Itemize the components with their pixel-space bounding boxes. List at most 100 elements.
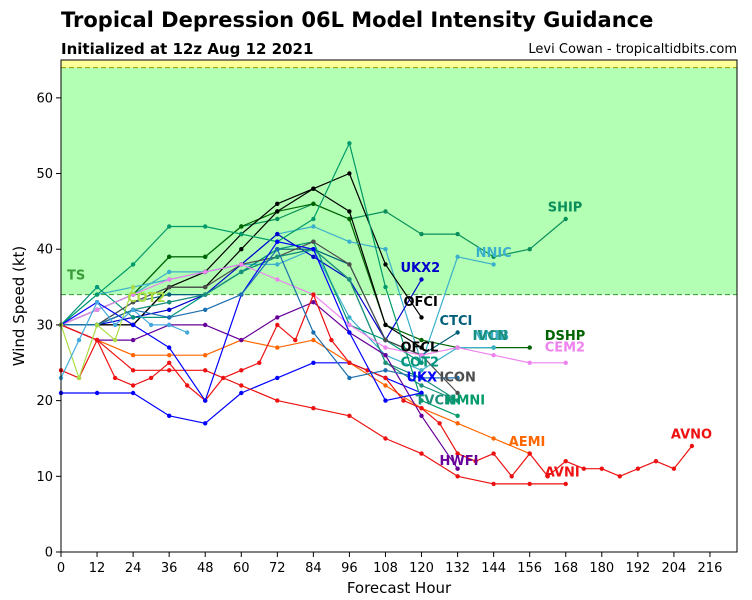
- data-point: [130, 262, 136, 267]
- data-point: [167, 345, 172, 350]
- label-ukx2: UKX2: [401, 261, 441, 276]
- data-point: [383, 209, 388, 214]
- data-point: [275, 315, 280, 320]
- data-point: [419, 277, 424, 282]
- data-point: [94, 300, 100, 305]
- data-point: [383, 322, 388, 328]
- data-point: [437, 421, 442, 426]
- data-point: [94, 307, 100, 312]
- series-line: [60, 324, 566, 485]
- label-cot2: COT2: [401, 356, 440, 371]
- data-point: [239, 269, 244, 275]
- data-point: [491, 345, 496, 350]
- data-point: [275, 254, 280, 259]
- data-point: [419, 315, 424, 320]
- data-point: [203, 284, 208, 290]
- chart-subtitle: Initialized at 12z Aug 12 2021: [61, 40, 314, 58]
- data-point: [311, 239, 316, 244]
- data-point: [94, 337, 100, 343]
- series-line: [60, 301, 188, 379]
- data-point: [94, 284, 100, 290]
- data-point: [455, 231, 460, 237]
- data-point: [455, 398, 460, 403]
- label-ctci: CTCI: [440, 314, 473, 329]
- series-aemi: [58, 322, 532, 456]
- data-point: [275, 239, 280, 244]
- data-point: [239, 368, 244, 373]
- label-avno: AVNO: [671, 427, 712, 442]
- label-ofcl: OFCL: [401, 340, 439, 355]
- data-point: [203, 421, 208, 426]
- data-point: [167, 353, 172, 358]
- y-axis: 0 10 20 30 40 50 60: [36, 91, 61, 561]
- data-point: [347, 141, 352, 146]
- data-point: [239, 262, 244, 267]
- data-point: [167, 315, 172, 320]
- data-point: [563, 459, 568, 464]
- data-point: [148, 322, 154, 328]
- data-point: [130, 307, 136, 312]
- data-point: [419, 353, 424, 358]
- data-point: [581, 466, 586, 471]
- x-axis: 0 12 24 36 48 60 72 84 96 108 120 132 144 156 168 180 19…: [57, 552, 722, 576]
- data-point: [671, 466, 677, 471]
- label-ofci: OFCI: [404, 295, 438, 310]
- data-point: [347, 239, 352, 244]
- data-point: [275, 322, 280, 328]
- data-point: [239, 231, 244, 237]
- data-point: [185, 383, 190, 388]
- y-tick-label: 0: [45, 546, 53, 561]
- data-point: [239, 224, 244, 229]
- data-point: [167, 300, 172, 305]
- data-point: [329, 337, 334, 343]
- x-tick-label: 144: [481, 561, 506, 576]
- series-line: [60, 203, 530, 349]
- data-point: [311, 201, 316, 206]
- label-aemi: AEMI: [509, 435, 546, 450]
- data-point: [419, 375, 424, 381]
- label-nnic: NNIC: [476, 246, 512, 261]
- data-point: [347, 171, 352, 176]
- data-point: [257, 360, 262, 365]
- label-dshp: DSHP: [545, 329, 586, 344]
- data-point: [347, 413, 352, 418]
- data-point: [455, 413, 460, 418]
- data-point: [491, 481, 496, 487]
- label-avni: AVNI: [545, 465, 580, 480]
- label-ukx: UKX: [407, 371, 438, 386]
- data-point: [401, 398, 406, 403]
- x-tick-label: 192: [625, 561, 650, 576]
- data-point: [203, 368, 208, 373]
- data-point: [275, 398, 280, 403]
- data-point: [311, 406, 316, 411]
- data-point: [563, 360, 568, 365]
- data-point: [491, 262, 496, 267]
- data-point: [311, 300, 316, 305]
- chart-credit: Levi Cowan - tropicaltidbits.com: [528, 42, 737, 57]
- data-point: [455, 375, 460, 381]
- data-point: [455, 390, 460, 396]
- data-point: [527, 360, 532, 365]
- data-point: [419, 383, 424, 388]
- label-nnib: NNIB: [473, 329, 510, 344]
- label-tvcn: TVCN: [416, 393, 455, 408]
- data-point: [383, 262, 388, 267]
- label-icon: ICON: [440, 371, 476, 386]
- data-point: [239, 390, 244, 396]
- data-point: [419, 413, 424, 418]
- data-point: [275, 247, 280, 252]
- data-point: [167, 269, 172, 275]
- data-point: [311, 224, 316, 229]
- series-line: [60, 324, 530, 455]
- chart-title: Tropical Depression 06L Model Intensity …: [61, 8, 654, 32]
- data-point: [239, 292, 244, 297]
- data-point: [203, 254, 208, 259]
- data-point: [563, 481, 568, 487]
- data-point: [527, 345, 532, 350]
- data-point: [275, 231, 280, 237]
- data-point: [76, 337, 82, 343]
- data-point: [419, 337, 424, 343]
- model-series: [58, 141, 695, 487]
- data-point: [599, 466, 604, 471]
- x-tick-label: 180: [589, 561, 614, 576]
